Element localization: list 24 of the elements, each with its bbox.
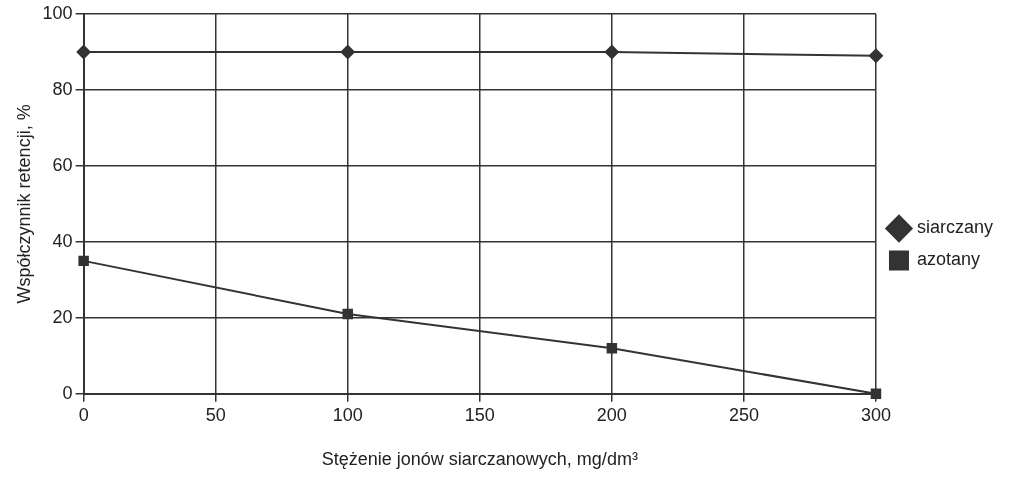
y-tick-label: 40 bbox=[52, 230, 73, 251]
point bbox=[342, 308, 353, 320]
x-tick-label: 150 bbox=[464, 404, 495, 425]
y-tick-label: 20 bbox=[52, 306, 73, 327]
y-tick-label: 80 bbox=[52, 78, 73, 99]
x-tick-label: 300 bbox=[860, 404, 891, 425]
point bbox=[604, 44, 619, 59]
point bbox=[340, 44, 355, 59]
y-tick-label: 100 bbox=[42, 2, 73, 23]
x-tick-label: 100 bbox=[332, 404, 363, 425]
point bbox=[606, 342, 618, 354]
point bbox=[868, 48, 883, 63]
y-tick-label: 0 bbox=[62, 382, 73, 403]
legend-label: siarczany bbox=[916, 217, 994, 238]
x-tick-label: 250 bbox=[728, 404, 759, 425]
x-tick-label: 0 bbox=[78, 404, 89, 425]
point bbox=[76, 44, 91, 59]
x-axis-title: Stężenie jonów siarczanowych, mg/dm³ bbox=[321, 449, 638, 470]
legend-label: azotany bbox=[916, 249, 981, 270]
x-tick-label: 200 bbox=[596, 404, 627, 425]
point bbox=[78, 255, 89, 267]
y-axis-title: Współczynnik retencji, % bbox=[13, 104, 34, 304]
x-tick-label: 50 bbox=[205, 404, 226, 425]
y-tick-label: 60 bbox=[52, 154, 73, 175]
